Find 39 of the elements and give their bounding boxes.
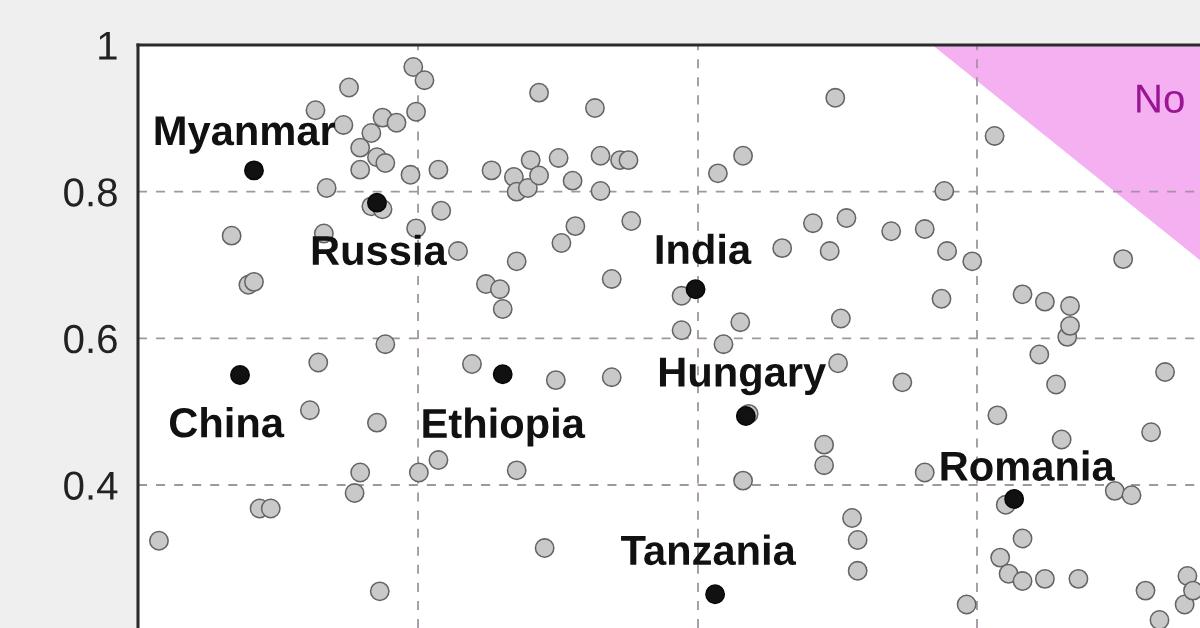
point xyxy=(1012,528,1033,549)
point xyxy=(1034,568,1055,589)
y-tick-label: 0.4 xyxy=(64,471,118,500)
point xyxy=(375,334,396,355)
y-tick-label: 1 xyxy=(99,31,117,60)
data-label: Myanmar xyxy=(155,116,336,154)
point xyxy=(1060,315,1080,336)
point xyxy=(685,279,706,300)
point xyxy=(814,455,835,476)
point xyxy=(733,470,754,491)
point xyxy=(847,560,868,581)
data-label: Ethiopia xyxy=(423,407,586,447)
y-tick-label: 0.8 xyxy=(64,178,117,207)
data-label: Russia xyxy=(312,234,447,266)
point xyxy=(601,367,622,388)
point xyxy=(492,364,513,385)
data-label: Romania xyxy=(941,450,1115,481)
point xyxy=(705,584,726,605)
data-label: Hungary xyxy=(659,357,826,396)
point xyxy=(428,450,449,471)
point xyxy=(529,165,549,186)
y-tick-label: 0.6 xyxy=(64,324,117,354)
point xyxy=(506,460,527,481)
point xyxy=(366,412,387,433)
point xyxy=(1012,571,1033,592)
point xyxy=(350,462,371,483)
point xyxy=(1004,488,1025,509)
point xyxy=(244,160,264,181)
data-label: India xyxy=(656,233,752,265)
point xyxy=(590,180,611,201)
point xyxy=(671,320,692,341)
point xyxy=(506,251,527,272)
point xyxy=(230,365,250,385)
data-label: China xyxy=(169,406,285,438)
point xyxy=(914,462,935,483)
data-label: Tanzania xyxy=(621,534,797,566)
annotation: No xyxy=(1137,84,1184,113)
point xyxy=(350,159,371,180)
point xyxy=(366,192,387,213)
